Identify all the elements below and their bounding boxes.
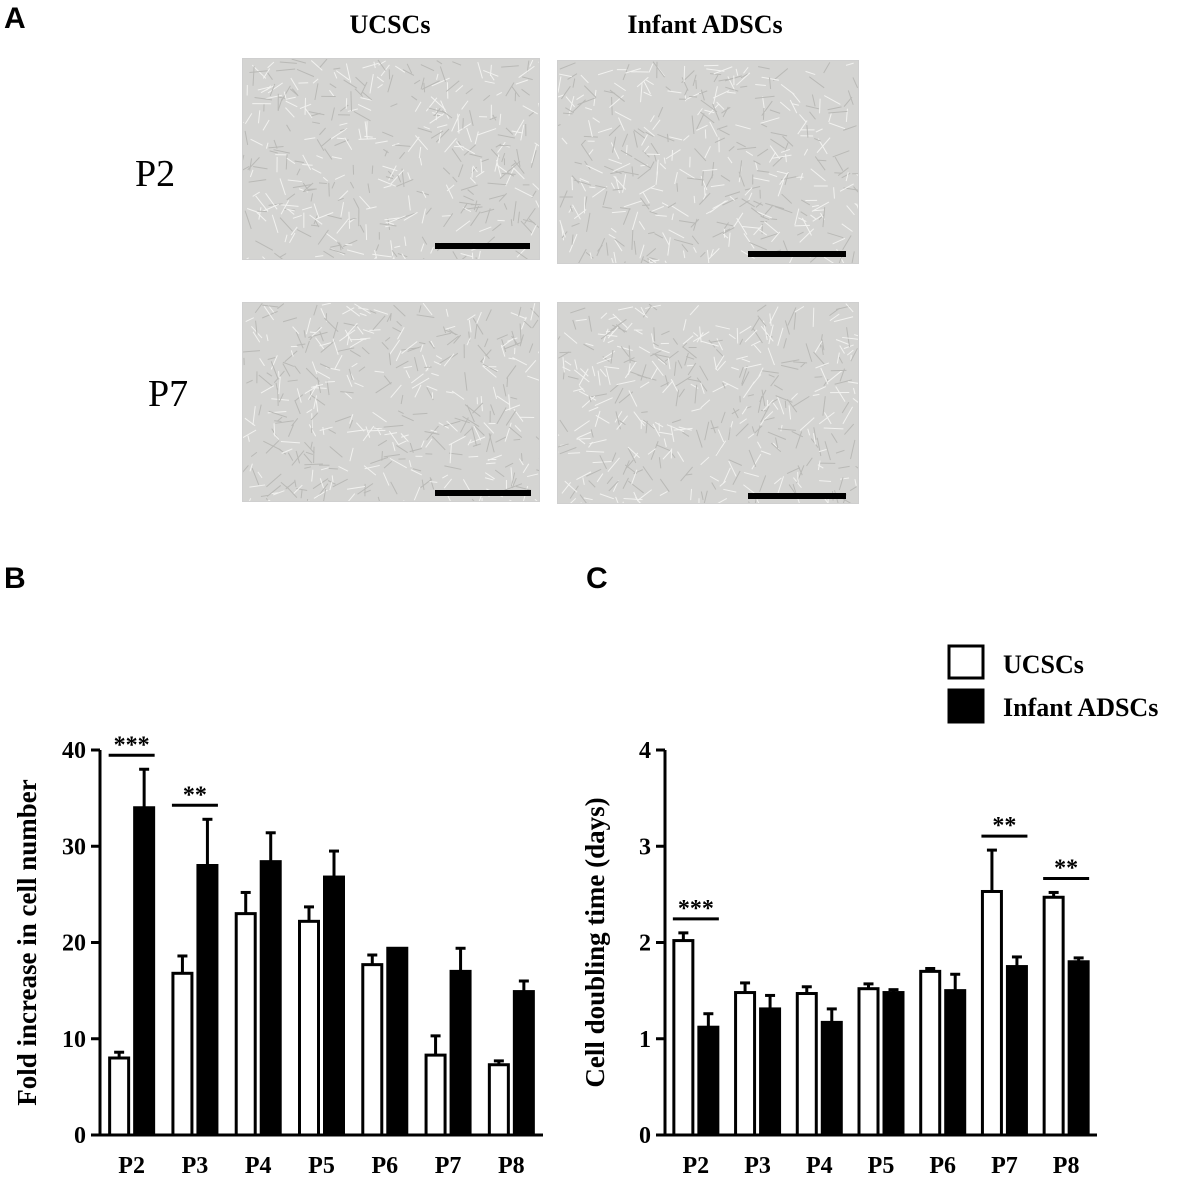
bar-ucscs — [234, 912, 257, 1137]
x-tick-label: P3 — [182, 1153, 209, 1177]
bar-ucscs — [795, 992, 818, 1137]
bar-ucscs — [298, 919, 320, 1137]
x-tick-label: P7 — [991, 1153, 1018, 1177]
bar-ucscs — [857, 987, 880, 1137]
bar-infant-adscs — [323, 875, 345, 1137]
x-tick-label: P6 — [371, 1153, 398, 1177]
scale-bar — [435, 490, 531, 496]
significance-label: *** — [114, 732, 150, 758]
bar-ucscs — [108, 1056, 131, 1137]
bar-ucscs — [487, 1063, 510, 1137]
x-tick-label: P8 — [1053, 1153, 1080, 1177]
x-tick-label: P8 — [498, 1153, 525, 1177]
y-tick-label: 10 — [62, 1027, 86, 1053]
x-tick-label: P5 — [868, 1153, 895, 1177]
bar-infant-adscs — [697, 1025, 720, 1137]
bar-infant-adscs — [1067, 960, 1090, 1137]
bar-infant-adscs — [1005, 965, 1028, 1137]
row-header-p7: P7 — [148, 373, 189, 415]
y-tick-label: 40 — [62, 738, 86, 764]
x-tick-label: P7 — [435, 1153, 462, 1177]
y-tick-label: 4 — [639, 738, 651, 764]
bar-infant-adscs — [259, 860, 282, 1137]
row-header-p2: P2 — [135, 153, 176, 195]
y-tick-label: 2 — [639, 931, 651, 957]
bar-infant-adscs — [759, 1007, 782, 1137]
scale-bar — [435, 243, 530, 249]
bar-infant-adscs — [820, 1020, 843, 1137]
y-axis-label: Fold increase in cell number — [12, 779, 42, 1105]
significance-label: ** — [183, 782, 207, 808]
panel-c-letter: C — [586, 562, 608, 595]
bar-ucscs — [672, 939, 695, 1137]
bar-infant-adscs — [196, 864, 219, 1137]
bar-infant-adscs — [882, 991, 905, 1137]
micrograph-adscs-p7 — [557, 302, 859, 504]
y-tick-label: 20 — [62, 931, 86, 957]
micrograph-ucscs-p7 — [242, 302, 540, 502]
x-tick-label: P2 — [683, 1153, 710, 1177]
bar-infant-adscs — [386, 946, 409, 1137]
bar-infant-adscs — [944, 989, 967, 1137]
micrograph-adscs-p2 — [557, 60, 859, 264]
bar-infant-adscs — [133, 806, 156, 1137]
x-tick-label: P3 — [744, 1153, 771, 1177]
significance-label: *** — [678, 896, 714, 922]
scale-bar — [748, 493, 846, 499]
bar-ucscs — [171, 971, 194, 1137]
panel-a-letter: A — [4, 2, 26, 35]
y-axis-label: Cell doubling time (days) — [580, 797, 610, 1087]
panel-b-letter: B — [4, 562, 26, 595]
scale-bar — [748, 251, 846, 257]
x-tick-label: P4 — [245, 1153, 272, 1177]
x-tick-label: P4 — [806, 1153, 833, 1177]
significance-label: ** — [1054, 855, 1078, 881]
y-tick-label: 30 — [62, 834, 86, 860]
y-tick-label: 0 — [74, 1123, 86, 1149]
bar-ucscs — [980, 889, 1003, 1137]
bar-ucscs — [1042, 895, 1065, 1137]
x-tick-label: P6 — [929, 1153, 956, 1177]
bar-ucscs — [424, 1053, 447, 1137]
y-tick-label: 0 — [639, 1123, 651, 1149]
x-tick-label: P5 — [308, 1153, 335, 1177]
micrograph-ucscs-p2 — [242, 58, 540, 260]
bar-infant-adscs — [512, 990, 535, 1137]
significance-label: ** — [992, 813, 1016, 839]
bar-ucscs — [361, 963, 384, 1137]
bar-ucscs — [734, 991, 757, 1137]
column-header-ucscs: UCSCs — [349, 10, 431, 39]
bar-ucscs — [919, 969, 942, 1137]
column-header-infant-adscs: Infant ADSCs — [627, 10, 783, 39]
x-tick-label: P2 — [118, 1153, 145, 1177]
bar-infant-adscs — [449, 969, 472, 1137]
y-tick-label: 1 — [639, 1027, 651, 1053]
y-tick-label: 3 — [639, 834, 651, 860]
